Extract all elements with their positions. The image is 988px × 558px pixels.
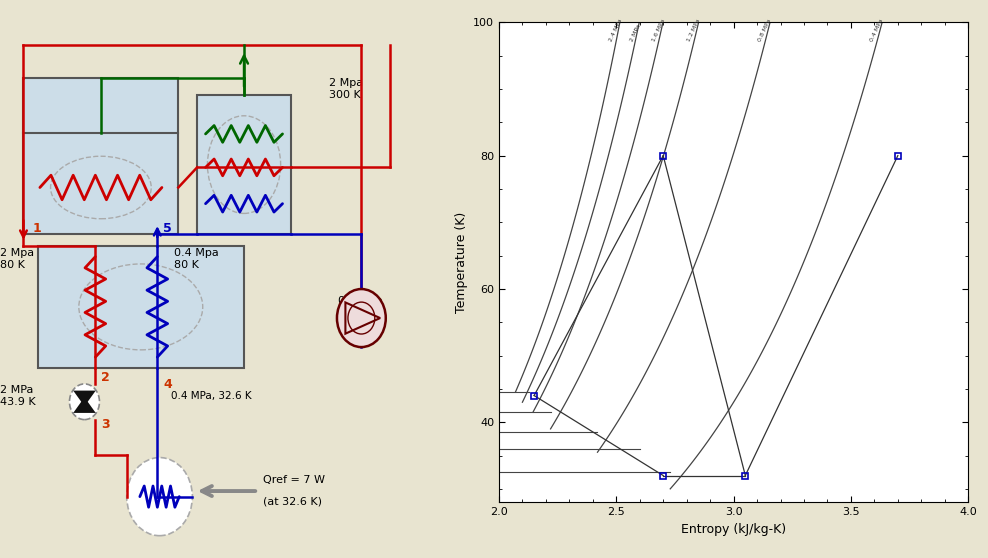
Text: 0.4 Mpa
80 K: 0.4 Mpa 80 K	[174, 248, 218, 270]
Bar	[24, 78, 178, 234]
Text: 1.2 MPa: 1.2 MPa	[687, 18, 701, 42]
Text: 0.4 MPa: 0.4 MPa	[869, 18, 884, 42]
Text: 3: 3	[101, 418, 110, 431]
X-axis label: Entropy (kJ/kg-K): Entropy (kJ/kg-K)	[681, 523, 786, 536]
Circle shape	[69, 384, 100, 420]
Text: 2 MPa
43.9 K: 2 MPa 43.9 K	[0, 385, 36, 407]
Polygon shape	[73, 391, 96, 406]
Circle shape	[126, 458, 193, 536]
Text: 0.4 Mpa
300 K: 0.4 Mpa 300 K	[338, 296, 382, 318]
Text: 2 Mpa
300 K: 2 Mpa 300 K	[328, 78, 363, 100]
Text: 0.8 MPa: 0.8 MPa	[757, 18, 772, 42]
Text: 0.4 MPa, 32.6 K: 0.4 MPa, 32.6 K	[171, 391, 252, 401]
Text: 1: 1	[33, 222, 41, 234]
Text: 2: 2	[101, 371, 110, 384]
Circle shape	[337, 289, 385, 347]
Polygon shape	[73, 397, 96, 413]
Text: 2 MPa: 2 MPa	[629, 23, 641, 42]
Text: 5: 5	[163, 222, 172, 234]
Text: 1.6 MPa: 1.6 MPa	[651, 18, 666, 42]
Text: Qref = 7 W: Qref = 7 W	[263, 475, 325, 485]
Bar	[197, 95, 290, 234]
Text: (at 32.6 K): (at 32.6 K)	[263, 497, 322, 507]
Text: 2 Mpa
80 K: 2 Mpa 80 K	[0, 248, 35, 270]
Text: 2.4 MPa: 2.4 MPa	[609, 18, 623, 42]
Bar	[38, 246, 244, 368]
Y-axis label: Temperature (K): Temperature (K)	[454, 211, 467, 313]
Text: 4: 4	[163, 378, 172, 391]
